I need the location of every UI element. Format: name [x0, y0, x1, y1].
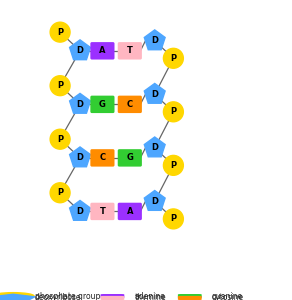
- Circle shape: [164, 209, 183, 229]
- FancyBboxPatch shape: [118, 203, 142, 220]
- Text: P: P: [57, 81, 63, 90]
- Polygon shape: [144, 137, 165, 157]
- FancyBboxPatch shape: [90, 203, 114, 220]
- FancyBboxPatch shape: [100, 296, 124, 300]
- Polygon shape: [69, 200, 91, 220]
- FancyBboxPatch shape: [100, 294, 124, 298]
- FancyBboxPatch shape: [118, 42, 142, 59]
- FancyBboxPatch shape: [90, 42, 114, 59]
- Text: adenine: adenine: [134, 292, 165, 300]
- Text: D: D: [77, 207, 84, 216]
- Circle shape: [50, 22, 70, 42]
- Text: D: D: [151, 36, 158, 45]
- Text: A: A: [99, 46, 106, 55]
- Circle shape: [50, 76, 70, 96]
- Text: T: T: [127, 46, 133, 55]
- Text: G: G: [99, 100, 106, 109]
- Text: P: P: [57, 135, 63, 144]
- Polygon shape: [144, 190, 165, 210]
- Circle shape: [164, 48, 183, 68]
- Text: phosphate group: phosphate group: [35, 292, 100, 300]
- Circle shape: [0, 292, 34, 299]
- FancyBboxPatch shape: [118, 96, 142, 113]
- Text: D: D: [151, 143, 158, 152]
- Text: C: C: [127, 100, 133, 109]
- Circle shape: [50, 129, 70, 149]
- Text: deoxyribose: deoxyribose: [35, 293, 81, 300]
- Text: P: P: [57, 188, 63, 197]
- Circle shape: [164, 102, 183, 122]
- Text: P: P: [170, 161, 176, 170]
- Polygon shape: [69, 40, 91, 60]
- Text: D: D: [151, 90, 158, 99]
- Text: D: D: [77, 46, 84, 55]
- Text: G: G: [126, 153, 133, 162]
- Polygon shape: [0, 294, 35, 300]
- Polygon shape: [69, 93, 91, 113]
- Text: D: D: [77, 100, 84, 109]
- FancyBboxPatch shape: [90, 96, 114, 113]
- Text: P: P: [170, 54, 176, 63]
- Polygon shape: [144, 83, 165, 103]
- Text: A: A: [126, 207, 133, 216]
- Text: P: P: [170, 107, 176, 116]
- Text: P: P: [170, 214, 176, 224]
- FancyBboxPatch shape: [178, 294, 202, 298]
- Text: D: D: [77, 153, 84, 162]
- Text: D: D: [151, 197, 158, 206]
- Circle shape: [50, 183, 70, 203]
- Text: P: P: [57, 28, 63, 37]
- FancyBboxPatch shape: [118, 149, 142, 166]
- Text: cytosine: cytosine: [212, 293, 244, 300]
- Text: thymine: thymine: [134, 293, 166, 300]
- Circle shape: [164, 155, 183, 175]
- FancyBboxPatch shape: [178, 296, 202, 300]
- Text: C: C: [99, 153, 105, 162]
- Polygon shape: [69, 147, 91, 167]
- FancyBboxPatch shape: [90, 149, 114, 166]
- Text: T: T: [100, 207, 105, 216]
- Text: guanine: guanine: [212, 292, 243, 300]
- Polygon shape: [144, 30, 165, 50]
